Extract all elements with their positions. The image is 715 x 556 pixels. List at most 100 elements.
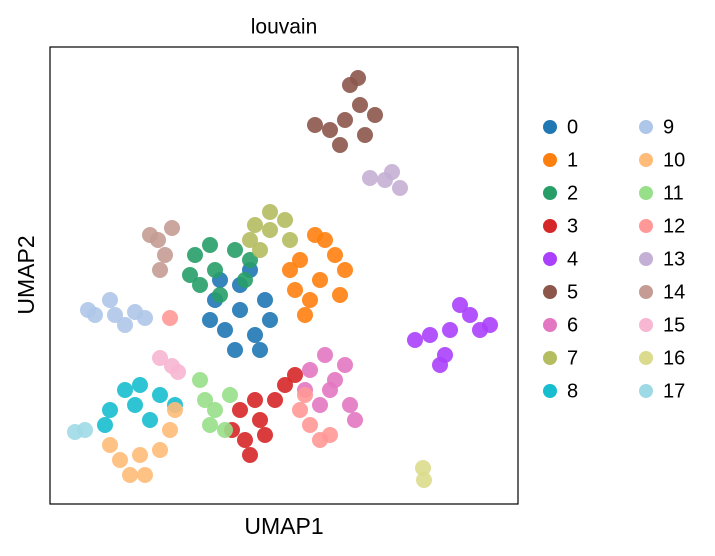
- point: [384, 164, 400, 180]
- legend-label: 8: [567, 380, 578, 402]
- point: [350, 70, 366, 86]
- point: [247, 327, 263, 343]
- point: [162, 422, 178, 438]
- point: [292, 252, 308, 268]
- point: [307, 117, 323, 133]
- legend-marker: [543, 153, 557, 167]
- point: [152, 442, 168, 458]
- point: [102, 292, 118, 308]
- legend-label: 3: [567, 215, 578, 237]
- legend-marker: [543, 384, 557, 398]
- point: [332, 137, 348, 153]
- point: [202, 417, 218, 433]
- point: [267, 392, 283, 408]
- point: [197, 392, 213, 408]
- legend-marker: [543, 351, 557, 365]
- point: [137, 467, 153, 483]
- point: [127, 397, 143, 413]
- legend-marker: [543, 120, 557, 134]
- legend-label: 14: [663, 281, 685, 303]
- point: [257, 427, 273, 443]
- point: [292, 402, 308, 418]
- legend-marker: [543, 252, 557, 266]
- point: [432, 357, 448, 373]
- point: [442, 322, 458, 338]
- point: [192, 372, 208, 388]
- point: [262, 222, 278, 238]
- point: [227, 342, 243, 358]
- point: [407, 332, 423, 348]
- point: [207, 262, 223, 278]
- point: [102, 402, 118, 418]
- point: [217, 322, 233, 338]
- point: [242, 252, 258, 268]
- point: [232, 302, 248, 318]
- point: [117, 382, 133, 398]
- point: [367, 107, 383, 123]
- point: [137, 310, 153, 326]
- point: [222, 387, 238, 403]
- point: [164, 220, 180, 236]
- legend-marker: [639, 252, 653, 266]
- legend-label: 4: [567, 248, 578, 270]
- point: [302, 417, 318, 433]
- point: [157, 247, 173, 263]
- point: [202, 237, 218, 253]
- point: [152, 262, 168, 278]
- legend-marker: [639, 351, 653, 365]
- legend-marker: [543, 285, 557, 299]
- point: [297, 387, 313, 403]
- point: [357, 127, 373, 143]
- point: [97, 417, 113, 433]
- point: [77, 422, 93, 438]
- point: [297, 307, 313, 323]
- legend-label: 2: [567, 182, 578, 204]
- point: [232, 402, 248, 418]
- legend-marker: [543, 219, 557, 233]
- point: [247, 217, 263, 233]
- point: [132, 377, 148, 393]
- legend-label: 1: [567, 149, 578, 171]
- chart-title: louvain: [251, 16, 318, 39]
- point: [242, 232, 258, 248]
- point: [415, 460, 431, 476]
- point: [282, 232, 298, 248]
- point: [332, 287, 348, 303]
- point: [252, 412, 268, 428]
- point: [312, 397, 328, 413]
- point: [142, 412, 158, 428]
- point: [202, 312, 218, 328]
- point: [317, 347, 333, 363]
- point: [242, 447, 258, 463]
- point: [327, 247, 343, 263]
- legend-label: 11: [663, 182, 684, 204]
- legend-label: 16: [663, 347, 685, 369]
- point: [347, 412, 363, 428]
- y-axis-label: UMAP2: [13, 235, 39, 314]
- point: [170, 364, 186, 380]
- legend-marker: [543, 318, 557, 332]
- legend-label: 15: [663, 314, 685, 336]
- point: [337, 262, 353, 278]
- point: [422, 327, 438, 343]
- legend-marker: [639, 153, 653, 167]
- point: [337, 357, 353, 373]
- point: [142, 227, 158, 243]
- legend-marker: [639, 285, 653, 299]
- legend-marker: [639, 219, 653, 233]
- point: [362, 170, 378, 186]
- point: [252, 342, 268, 358]
- point: [182, 267, 198, 283]
- legend-marker: [639, 186, 653, 200]
- point: [327, 372, 343, 388]
- legend-label: 17: [663, 380, 685, 402]
- legend-marker: [639, 120, 653, 134]
- plot-frame: [49, 46, 519, 505]
- point: [392, 180, 408, 196]
- point: [217, 422, 233, 438]
- point: [117, 317, 133, 333]
- point: [192, 277, 208, 293]
- point: [287, 282, 303, 298]
- point: [227, 242, 243, 258]
- legend-marker: [543, 186, 557, 200]
